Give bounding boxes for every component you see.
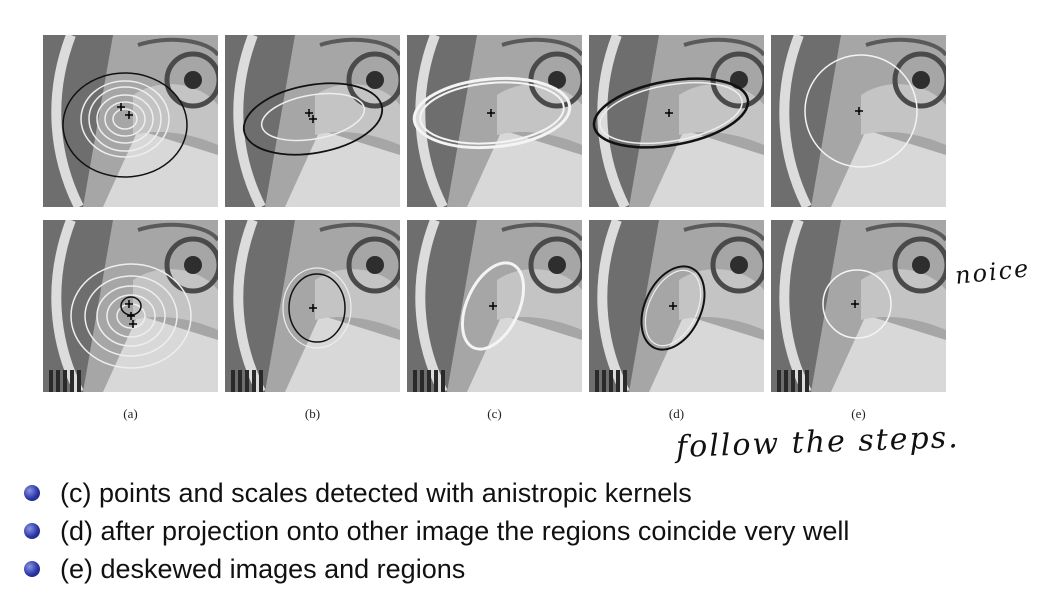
bullet-item: (e) deskewed images and regions (22, 550, 849, 588)
figure-panel-bottom-e (771, 220, 946, 392)
figure-panel-top-b (225, 35, 400, 207)
figure-panel-bottom-b (225, 220, 400, 392)
figure-panel-top-c (407, 35, 582, 207)
bullet-list: (c) points and scales detected with anis… (22, 474, 849, 588)
bullet-dot-icon (24, 523, 40, 539)
figure-panel-top-a (43, 35, 218, 207)
panel-image-0a (43, 35, 218, 207)
handwritten-noise-note: noice (953, 254, 1032, 290)
caption-e: (e) (851, 406, 866, 421)
bullet-text: (e) deskewed images and regions (60, 554, 466, 584)
caption-b: (b) (304, 406, 321, 421)
panel-image-0b (225, 35, 400, 207)
panel-image-1d (589, 220, 764, 392)
panel-image-0e (771, 35, 946, 207)
bullet-text: (d) after projection onto other image th… (60, 516, 850, 546)
figure-panel-bottom-d (589, 220, 764, 392)
figure-panel-bottom-a (43, 220, 218, 392)
figure-panel-top-e (771, 35, 946, 207)
bullet-item: (c) points and scales detected with anis… (22, 474, 849, 512)
figure-panel-bottom-c (407, 220, 582, 392)
panel-image-0d (589, 35, 764, 207)
panel-image-0c (407, 35, 582, 207)
panel-image-1e (771, 220, 946, 392)
bullet-dot-icon (24, 561, 40, 577)
bullet-item: (d) after projection onto other image th… (22, 512, 849, 550)
figure-panel-top-d (589, 35, 764, 207)
panel-image-1a (43, 220, 218, 392)
caption-d: (d) (668, 406, 685, 421)
panel-image-1b (225, 220, 400, 392)
caption-c: (c) (487, 406, 502, 421)
bullet-text: (c) points and scales detected with anis… (60, 478, 692, 508)
handwritten-follow-note: follow the steps. (675, 420, 961, 465)
bullet-dot-icon (24, 485, 40, 501)
caption-a: (a) (123, 406, 138, 421)
panel-image-1c (407, 220, 582, 392)
